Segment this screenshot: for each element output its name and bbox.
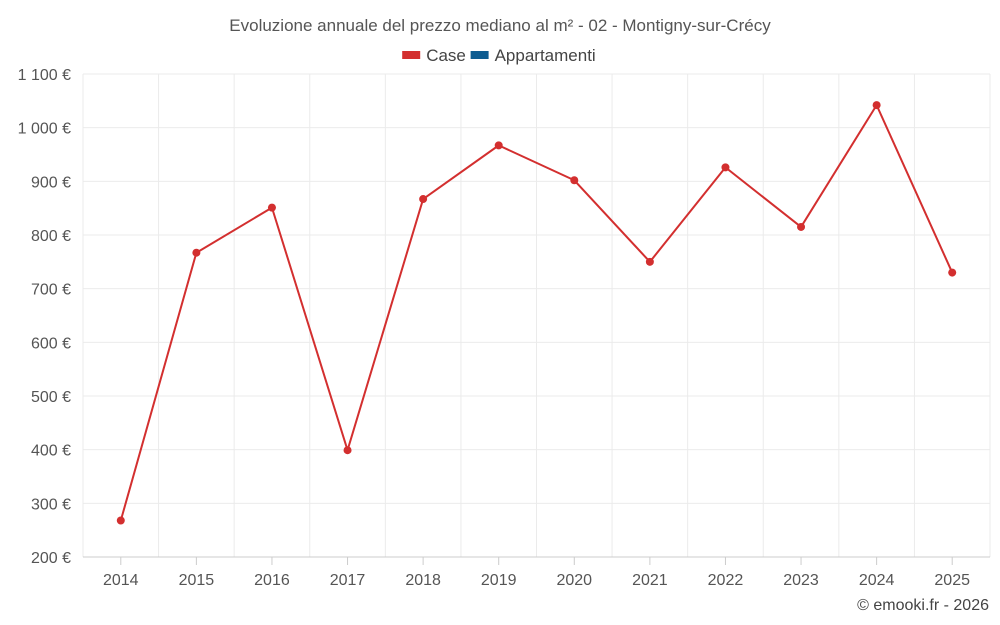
y-tick-label: 300 €: [31, 496, 71, 513]
y-tick-label: 400 €: [31, 443, 71, 460]
x-tick-label: 2015: [179, 572, 215, 589]
y-tick-label: 1 000 €: [18, 121, 71, 138]
x-tick-label: 2016: [254, 572, 290, 589]
legend: Case Appartamenti: [402, 46, 596, 65]
x-tick-label: 2023: [783, 572, 819, 589]
data-point[interactable]: [419, 195, 428, 204]
legend-label: Appartamenti: [495, 46, 596, 65]
y-tick-label: 900 €: [31, 174, 71, 191]
chart-title: Evoluzione annuale del prezzo mediano al…: [229, 16, 771, 35]
x-tick-label: 2025: [934, 572, 970, 589]
data-point[interactable]: [645, 257, 654, 266]
y-tick-label: 500 €: [31, 389, 71, 406]
x-tick-label: 2014: [103, 572, 139, 589]
data-point[interactable]: [343, 446, 352, 455]
x-tick-label: 2019: [481, 572, 517, 589]
x-tick-label: 2020: [556, 572, 592, 589]
legend-item-appartamenti[interactable]: Appartamenti: [470, 46, 596, 65]
series-line-case: [119, 104, 954, 521]
x-tick-label: 2024: [859, 572, 895, 589]
legend-swatch: [402, 51, 421, 59]
y-tick-label: 1 100 €: [18, 67, 71, 84]
data-point[interactable]: [570, 176, 579, 185]
data-point[interactable]: [872, 101, 881, 110]
x-tick-label: 2018: [405, 572, 441, 589]
grid: [82, 73, 991, 557]
y-tick-label: 600 €: [31, 335, 71, 352]
x-tick-label: 2021: [632, 572, 668, 589]
legend-item-case[interactable]: Case: [402, 46, 466, 65]
data-point[interactable]: [721, 163, 730, 172]
legend-label: Case: [426, 46, 466, 65]
legend-swatch: [470, 51, 489, 59]
data-point[interactable]: [192, 248, 201, 257]
credit-text: © emooki.fr - 2026: [857, 597, 989, 614]
y-tick-label: 200 €: [31, 550, 71, 567]
y-tick-label: 800 €: [31, 228, 71, 245]
data-point[interactable]: [494, 141, 503, 150]
axes: 200 € 300 € 400 € 500 € 600 € 700 € 800 € 900 €…: [18, 67, 990, 589]
data-point[interactable]: [267, 203, 276, 212]
data-point[interactable]: [797, 222, 806, 231]
y-tick-label: 700 €: [31, 282, 71, 299]
data-point[interactable]: [116, 516, 125, 525]
x-tick-label: 2022: [708, 572, 744, 589]
x-tick-label: 2017: [330, 572, 366, 589]
data-point[interactable]: [948, 268, 957, 277]
series-layer: [116, 101, 957, 525]
